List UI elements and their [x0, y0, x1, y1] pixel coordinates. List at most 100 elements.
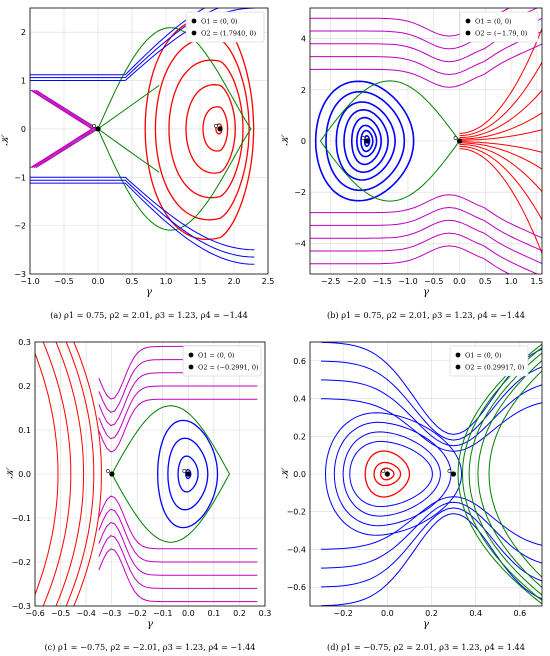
- legend-box: [449, 345, 529, 377]
- trajectory-curve: [31, 89, 95, 169]
- equilibrium-marker-open: [92, 124, 96, 128]
- x-tick-label: −0.5: [424, 277, 443, 286]
- trajectory-curve: [342, 431, 441, 517]
- y-axis-label: 𝒦: [280, 466, 291, 479]
- x-tick-label: 1.5: [530, 277, 543, 286]
- legend-entry: O2 = (0.29917, 0): [465, 364, 525, 372]
- legend-marker: [465, 18, 471, 24]
- trajectory-curve: [30, 182, 255, 265]
- y-axis-label: 𝒦: [0, 133, 11, 146]
- x-axis-label: γ: [423, 619, 429, 630]
- trajectory-curve: [310, 8, 511, 37]
- trajectory-curve: [310, 219, 542, 264]
- trajectory-curve: [349, 440, 433, 508]
- legend-entry: O2 = (−0.2991, 0): [198, 364, 259, 372]
- x-tick-label: −0.5: [54, 277, 73, 286]
- trajectory-curve: [98, 398, 258, 453]
- x-tick-label: −0.1: [153, 609, 172, 618]
- equilibrium-marker-open: [105, 469, 110, 473]
- trajectory-curve: [167, 437, 209, 511]
- legend: O1 = (0, 0) O2 = (−0.2991, 0): [182, 345, 262, 377]
- trajectory-curve: [310, 43, 542, 88]
- axes-frame: [309, 7, 543, 275]
- trajectory-curve: [457, 343, 542, 605]
- axes-frame: [29, 7, 269, 275]
- trajectory-curve: [488, 370, 542, 578]
- trajectory-curve: [314, 80, 415, 202]
- trajectory-curve: [324, 412, 463, 536]
- x-tick-label: 1.5: [194, 277, 207, 286]
- legend-entry: O1 = (0, 0): [198, 352, 235, 360]
- trajectory-curve: [373, 461, 402, 487]
- trajectory-curve: [98, 508, 258, 563]
- x-tick-label: 0.1: [208, 609, 221, 618]
- trajectory-curve: [459, 144, 542, 192]
- y-tick-label: −2: [14, 222, 26, 231]
- equilibrium-point: [364, 138, 370, 144]
- trajectory-curve: [320, 360, 542, 441]
- y-tick-label: −0.4: [287, 545, 306, 554]
- panel-b: −2.5 −2.0 −1.5 −1.0 −0.5 0.0 0.5 1.0 1.5 −4 −2 0 2 4 O…: [280, 7, 543, 320]
- x-axis-label: γ: [423, 287, 429, 298]
- x-tick-label: −2.0: [347, 277, 366, 286]
- x-tick-label: −1.0: [398, 277, 417, 286]
- trajectory-curve: [154, 37, 250, 221]
- trajectory-curve: [459, 129, 542, 141]
- x-tick-label: 2.0: [228, 277, 241, 286]
- trajectory-curve: [320, 507, 542, 588]
- trajectory-curve: [461, 346, 542, 602]
- trajectory-curve: [177, 455, 199, 493]
- legend-marker: [191, 30, 197, 36]
- x-tick-label: −0.5: [51, 609, 70, 618]
- trajectory-curve: [185, 84, 236, 174]
- y-tick-label: −0.3: [12, 602, 31, 611]
- equilibrium-marker-open: [381, 469, 386, 473]
- trajectory-curve: [98, 521, 258, 576]
- panel-caption: (c) ρ1 = −0.75, ρ2 = −2.01, ρ3 = 1.23, ρ…: [44, 642, 255, 652]
- legend-marker: [188, 352, 194, 358]
- y-tick-label: 0.0: [18, 470, 31, 479]
- trajectory-curve: [320, 379, 542, 447]
- trajectory-curve: [42, 342, 72, 606]
- trajectory-curve: [98, 495, 258, 550]
- equilibrium-marker-open: [214, 124, 218, 128]
- legend-box: [185, 11, 265, 43]
- trajectory-curve: [310, 206, 542, 252]
- trajectory-curve: [310, 245, 511, 274]
- y-axis-label: 𝒦: [5, 466, 16, 479]
- trajectory-curve: [73, 342, 102, 606]
- x-tick-label: 0.6: [514, 609, 527, 618]
- x-tick-label: −0.2: [128, 609, 147, 618]
- legend: O1 = (0, 0) O2 = (−1.79, 0): [459, 11, 539, 43]
- legend: O1 = (0, 0) O2 = (1.7940, 0): [185, 11, 265, 43]
- trajectory-curve: [202, 106, 229, 152]
- trajectory-curve: [65, 342, 95, 606]
- y-tick-label: 0: [21, 125, 26, 134]
- trajectory-curve: [363, 135, 371, 147]
- trajectory-curve: [30, 8, 206, 76]
- legend-marker: [465, 30, 471, 36]
- trajectory-curve: [111, 405, 231, 543]
- trajectory-curve: [35, 352, 59, 596]
- equilibrium-marker-open: [453, 136, 458, 140]
- x-tick-label: −0.2: [333, 609, 352, 618]
- trajectories: [320, 342, 542, 606]
- y-tick-label: 4: [301, 35, 306, 44]
- legend-marker: [455, 352, 461, 358]
- x-tick-label: 1.0: [505, 277, 518, 286]
- legend-marker: [455, 364, 461, 370]
- x-tick-label: 0.0: [381, 609, 394, 618]
- equilibrium-marker-open: [447, 469, 452, 473]
- y-tick-label: 2: [21, 28, 26, 37]
- legend-entry: O2 = (−1.79, 0): [475, 30, 528, 38]
- y-tick-label: 0.3: [18, 338, 31, 347]
- equilibrium-point: [95, 126, 101, 132]
- trajectory-curve: [97, 27, 252, 231]
- y-tick-label: 0.0: [293, 470, 306, 479]
- equilibrium-point: [185, 471, 191, 477]
- legend-entry: O2 = (1.7940, 0): [201, 30, 257, 38]
- x-tick-label: 0.5: [479, 277, 492, 286]
- trajectory-curve: [98, 548, 258, 603]
- trajectories: [310, 8, 542, 274]
